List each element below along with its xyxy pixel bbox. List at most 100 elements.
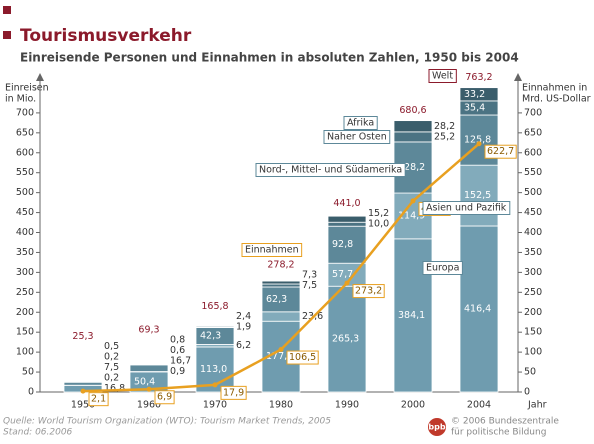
series-label: Welt [432, 71, 453, 82]
bar-segment [393, 131, 433, 143]
bar-value-label: 1,9 [236, 322, 251, 333]
bar-value-label: 384,1 [398, 310, 425, 321]
bar-value-label: 177,5 [266, 351, 293, 362]
revenue-point [410, 198, 416, 204]
bar-value-label: 0,2 [104, 373, 119, 384]
bar-value-label: 265,3 [332, 334, 359, 345]
source: Stand: 06.2006 [3, 428, 73, 438]
series-label-box [422, 201, 511, 215]
y2-tick-label: 0 [524, 387, 530, 398]
y2-tick-label: 50 [524, 367, 536, 378]
series-label: Afrika [347, 118, 374, 129]
bar-value-label: 28,2 [434, 121, 455, 132]
revenue-point [344, 280, 350, 286]
series-label-box [428, 69, 457, 83]
bar-segment [327, 225, 367, 264]
bar-value-label: 7,5 [302, 280, 317, 291]
credit: für politische Bildung [451, 428, 546, 438]
x-tick-label: 1990 [335, 400, 359, 411]
revenue-point [476, 141, 482, 147]
axis-arrow [36, 73, 44, 81]
y-tick-label: 150 [16, 327, 34, 338]
bar-segment [261, 286, 301, 313]
bar-segment [393, 120, 433, 133]
bar-value-label: 25,2 [434, 131, 455, 142]
revenue-label-box [220, 385, 247, 400]
total-label: 278,2 [267, 259, 294, 270]
bar-segment [63, 381, 103, 386]
series-label: Naher Osten [327, 132, 387, 143]
bar-value-label: 35,4 [464, 102, 485, 113]
y2-tick-label: 150 [524, 327, 542, 338]
y2-tick-label: 350 [524, 247, 542, 258]
bar-value-label: 62,3 [266, 294, 287, 305]
source: Quelle: World Tourism Organization (WTO)… [3, 417, 331, 427]
y2-tick-label: 550 [524, 167, 542, 178]
bar-value-label: 113,0 [200, 364, 227, 375]
bar-value-label: 2,4 [236, 311, 251, 322]
y-tick-label: 300 [16, 267, 34, 278]
y2-tick-label: 250 [524, 287, 542, 298]
bullet [3, 31, 11, 39]
y-tick-label: 250 [16, 287, 34, 298]
y-axis-label: in Mio. [5, 94, 36, 105]
bar-value-label: 7,3 [302, 269, 317, 280]
x-tick-label: 1960 [137, 400, 161, 411]
bar-segment [129, 364, 169, 372]
bullet [3, 6, 11, 14]
bar-segment [327, 285, 367, 393]
y-tick-label: 450 [16, 207, 34, 218]
bar-value-label: 0,8 [170, 335, 185, 346]
y-tick-label: 50 [22, 367, 34, 378]
x-tick-label: 1980 [269, 400, 293, 411]
bar-value-label: 42,3 [200, 331, 221, 342]
bar-segment [459, 87, 499, 102]
series-label-box [323, 130, 391, 144]
series-label-box [343, 116, 378, 130]
bar-value-label: 0,2 [104, 352, 119, 363]
revenue-point [80, 388, 86, 394]
series-label-box [422, 261, 463, 275]
revenue-label: 106,5 [289, 352, 316, 363]
x-tick-label: 1950 [71, 400, 95, 411]
axis-arrow [514, 73, 522, 81]
x-tick-label: 2000 [401, 400, 425, 411]
revenue-label: 17,9 [223, 387, 244, 398]
logo [428, 418, 446, 436]
bar-segment [261, 311, 301, 322]
total-label: 680,6 [399, 105, 426, 116]
bar-value-label: 10,0 [368, 219, 389, 230]
revenue-point [146, 386, 152, 392]
revenue-label: 273,2 [355, 286, 382, 297]
y2-tick-label: 400 [524, 227, 542, 238]
series-label: Einnahmen [245, 245, 299, 256]
bar-value-label: 7,5 [104, 362, 119, 373]
y2-tick-label: 600 [524, 147, 542, 158]
revenue-label-box [484, 144, 517, 159]
bar-value-label: 15,2 [368, 208, 389, 219]
y-tick-label: 650 [16, 127, 34, 138]
y2-tick-label: 500 [524, 187, 542, 198]
bar-segment [261, 280, 301, 285]
bar-value-label: 50,4 [134, 376, 155, 387]
series-label: Asien und Pazifik [426, 203, 507, 214]
y-tick-label: 550 [16, 167, 34, 178]
revenue-label-box [88, 392, 109, 407]
bar-value-label: 33,2 [464, 89, 485, 100]
total-label: 441,0 [333, 198, 360, 209]
x-tick-label: 2004 [467, 400, 491, 411]
y-axis-label: Einreisen [5, 83, 49, 94]
logo-text: bpb [428, 423, 445, 432]
series-label: Europa [426, 263, 459, 274]
y2-tick-label: 650 [524, 127, 542, 138]
total-label: 165,8 [201, 301, 228, 312]
y2-tick-label: 700 [524, 107, 542, 118]
total-label: 25,3 [72, 331, 93, 342]
chart-title: Tourismusverkehr [20, 26, 192, 46]
bar-segment [261, 283, 301, 288]
y-tick-label: 350 [16, 247, 34, 258]
bar-segment [327, 221, 367, 227]
bar-value-label: 92,8 [332, 239, 353, 250]
y-tick-label: 500 [16, 187, 34, 198]
